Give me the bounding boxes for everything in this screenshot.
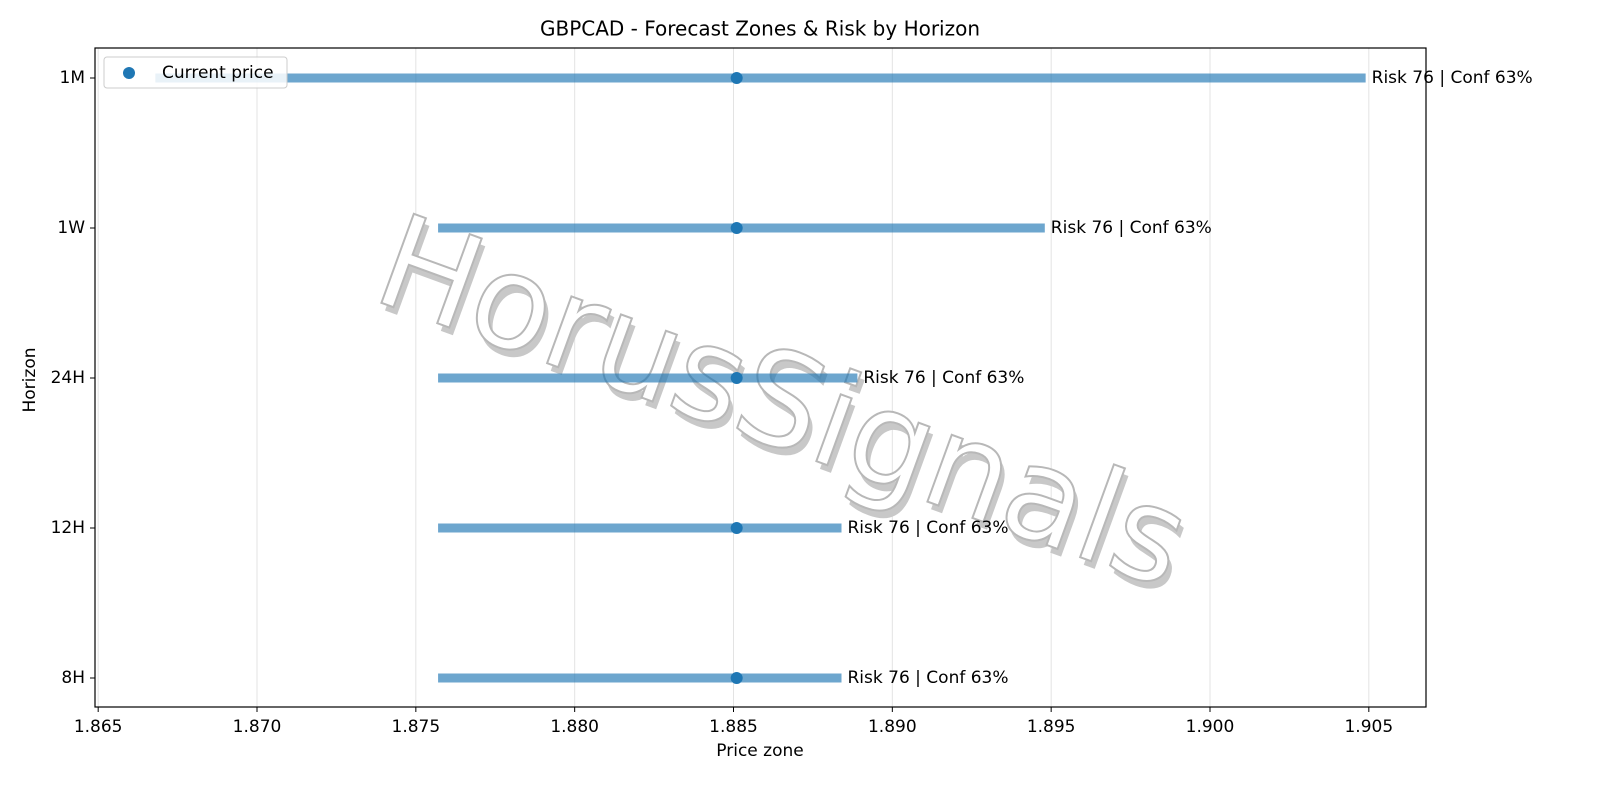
y-tick-label: 8H	[61, 668, 85, 688]
y-tick-label: 24H	[51, 368, 85, 388]
x-tick-label: 1.895	[1027, 717, 1076, 737]
annotation: Risk 76 | Conf 63%	[848, 668, 1009, 688]
legend-box	[103, 56, 288, 89]
legend: Current price	[103, 56, 288, 89]
annotation: Risk 76 | Conf 63%	[848, 518, 1009, 538]
legend-marker	[123, 67, 135, 79]
y-tick-label: 1W	[57, 218, 85, 238]
x-tick-label: 1.885	[709, 717, 758, 737]
x-tick-label: 1.865	[74, 717, 123, 737]
watermark: HorusSignals	[359, 185, 1208, 618]
annotation: Risk 76 | Conf 63%	[1051, 218, 1212, 238]
y-tick-label: 12H	[51, 518, 85, 538]
x-tick-label: 1.875	[392, 717, 441, 737]
current-price-dot	[730, 222, 743, 234]
y-tick-label: 1M	[60, 68, 85, 88]
current-price-dot	[730, 522, 743, 534]
current-price-dot	[730, 372, 743, 384]
legend-label: Current price	[162, 63, 274, 83]
marks: Risk 76 | Conf 63% Risk 76 | Conf 63% Risk…	[155, 68, 1533, 688]
current-price-dot	[730, 72, 743, 84]
x-tick-label: 1.880	[550, 717, 599, 737]
current-price-dot	[730, 672, 743, 684]
y-axis-label: Horizon	[20, 348, 40, 413]
x-axis-label: Price zone	[716, 741, 803, 761]
chart-title: GBPCAD - Forecast Zones & Risk by Horizo…	[540, 17, 980, 41]
x-tick-label: 1.890	[868, 717, 917, 737]
x-tick-label: 1.905	[1344, 717, 1393, 737]
x-tick-label: 1.900	[1186, 717, 1235, 737]
x-tick-label: 1.870	[233, 717, 282, 737]
annotation: Risk 76 | Conf 63%	[1372, 68, 1533, 88]
watermark-group: HorusSignals HorusSignals	[358, 184, 1211, 626]
annotation: Risk 76 | Conf 63%	[863, 368, 1024, 388]
